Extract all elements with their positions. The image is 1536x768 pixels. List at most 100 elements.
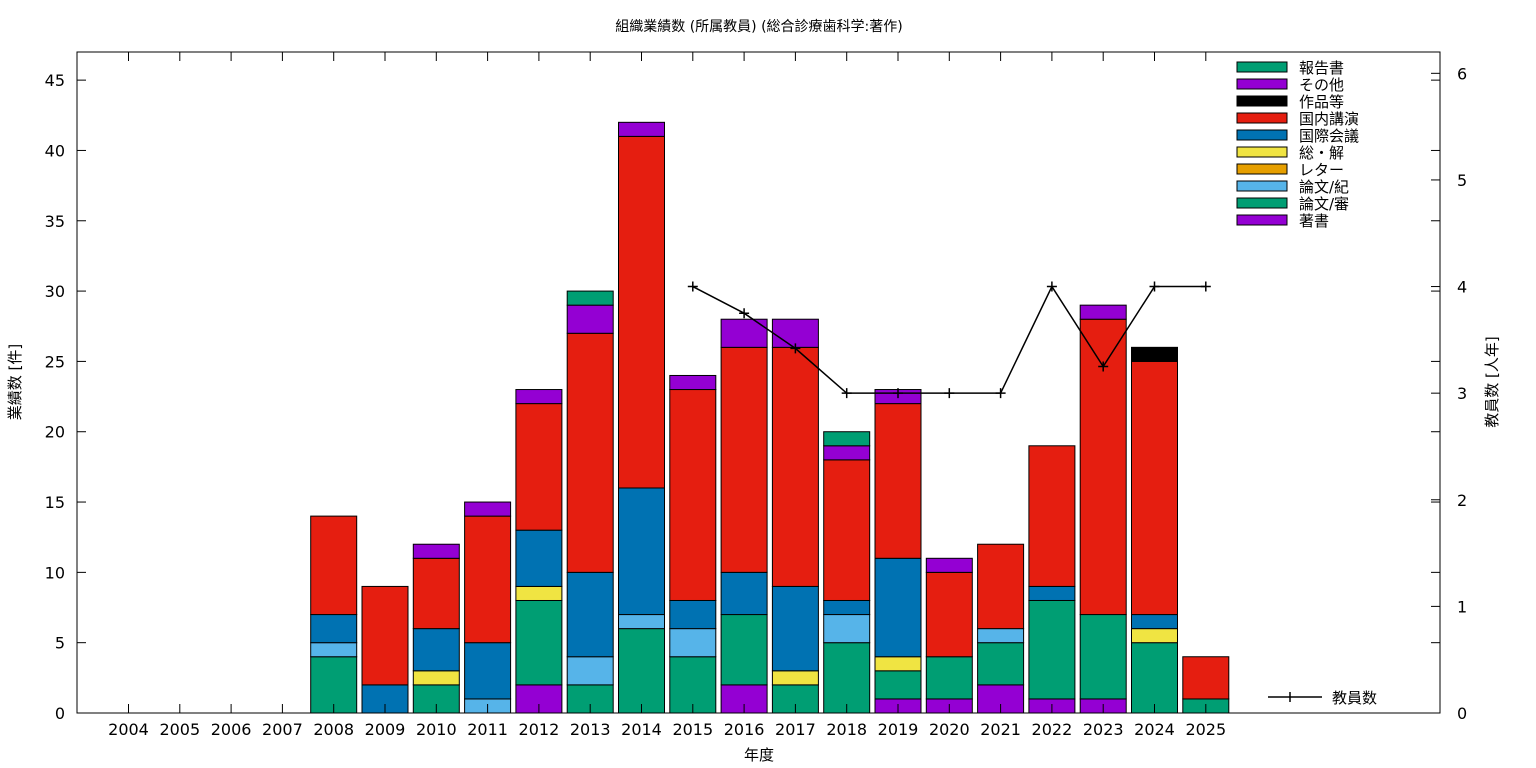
bar-segment bbox=[515, 529, 563, 587]
bar-segment bbox=[618, 628, 665, 714]
bar-segment bbox=[669, 389, 717, 601]
legend-label: 総・解 bbox=[1299, 144, 1344, 162]
bar-segment bbox=[515, 599, 563, 686]
bar-segment bbox=[823, 445, 871, 461]
x-tick-label: 2022 bbox=[1032, 720, 1073, 739]
y2-tick-label: 1 bbox=[1457, 597, 1467, 616]
bar-segment bbox=[1079, 614, 1127, 700]
y-tick-label: 45 bbox=[45, 71, 65, 90]
bar-segment bbox=[874, 670, 922, 700]
legend-label: 作品等 bbox=[1299, 93, 1344, 111]
x-tick-label: 2016 bbox=[724, 720, 765, 739]
y2-tick-label: 6 bbox=[1457, 64, 1467, 83]
y-tick-label: 5 bbox=[55, 634, 65, 653]
y2-tick-label: 3 bbox=[1457, 384, 1467, 403]
legend-swatch bbox=[1236, 61, 1288, 73]
y2-tick-label: 5 bbox=[1457, 171, 1467, 190]
bar-segment bbox=[977, 628, 1025, 644]
bar-segment bbox=[618, 614, 665, 630]
bar-segment bbox=[515, 585, 563, 601]
legend-label: レター bbox=[1299, 161, 1344, 179]
bar-segment bbox=[977, 543, 1025, 630]
bar-segment bbox=[823, 459, 871, 601]
bar-segment bbox=[1028, 585, 1076, 601]
x-tick-label: 2004 bbox=[108, 720, 149, 739]
legend-label: 論文/審 bbox=[1299, 195, 1349, 213]
bar-segment bbox=[720, 346, 768, 573]
bar-segment bbox=[310, 642, 358, 658]
bar-segment bbox=[412, 557, 460, 630]
bar-segment bbox=[1131, 360, 1178, 616]
bar-segment bbox=[310, 515, 358, 616]
bar-segment bbox=[1079, 304, 1127, 320]
bar-segment bbox=[874, 403, 922, 559]
bar-segment bbox=[464, 515, 512, 644]
bar-segment bbox=[977, 642, 1025, 686]
bar-segment bbox=[566, 290, 614, 306]
bar-segment bbox=[1131, 642, 1178, 714]
y-tick-label: 15 bbox=[45, 493, 65, 512]
x-tick-label: 2018 bbox=[826, 720, 867, 739]
legend-swatch bbox=[1236, 214, 1288, 226]
bar-segment bbox=[566, 332, 614, 573]
y-axis: 0 5 10 15 20 25 30 35 40 45 bbox=[45, 71, 1440, 723]
y-tick-label: 30 bbox=[45, 282, 65, 301]
teacher-count-point bbox=[1046, 281, 1057, 292]
legend-swatch bbox=[1236, 112, 1288, 124]
bar-segment bbox=[1182, 656, 1230, 700]
bar-segment bbox=[1028, 445, 1076, 587]
legend-line-label: 教員数 bbox=[1332, 689, 1377, 707]
bar-segment bbox=[618, 135, 665, 489]
bar-segment bbox=[361, 585, 409, 686]
x-tick-label: 2006 bbox=[211, 720, 252, 739]
teacher-count-point bbox=[790, 343, 801, 354]
x-tick-label: 2007 bbox=[262, 720, 303, 739]
legend-swatch bbox=[1236, 146, 1288, 158]
teacher-count-point bbox=[1149, 281, 1160, 292]
bar-segment bbox=[618, 121, 665, 137]
bar-segment bbox=[720, 571, 768, 616]
teacher-count-point bbox=[893, 388, 903, 399]
teacher-count-point bbox=[1098, 361, 1109, 372]
bar-segment bbox=[310, 656, 358, 714]
teacher-count-line bbox=[692, 285, 1206, 394]
x-axis-label: 年度 bbox=[744, 746, 774, 764]
x-tick-label: 2021 bbox=[980, 720, 1021, 739]
legend-label: 報告書 bbox=[1299, 59, 1344, 77]
legend-label: その他 bbox=[1299, 76, 1344, 94]
legend-swatch bbox=[1236, 180, 1288, 192]
y2-tick-label: 2 bbox=[1457, 491, 1467, 510]
legend-label: 国際会議 bbox=[1299, 127, 1359, 145]
teacher-count-point bbox=[1200, 281, 1211, 292]
x-tick-label: 2005 bbox=[159, 720, 200, 739]
legend-label: 著書 bbox=[1299, 212, 1329, 230]
y2-axis: 0 1 2 3 4 5 6 bbox=[1431, 64, 1467, 723]
y-tick-label: 40 bbox=[45, 141, 65, 160]
y-tick-label: 20 bbox=[45, 423, 65, 442]
bar-segment bbox=[464, 501, 512, 517]
x-tick-label: 2010 bbox=[416, 720, 457, 739]
x-tick-label: 2014 bbox=[621, 720, 662, 739]
y2-tick-label: 4 bbox=[1457, 278, 1467, 297]
bar-segment bbox=[464, 642, 512, 700]
x-tick-label: 2024 bbox=[1134, 720, 1175, 739]
bar-segment bbox=[515, 403, 563, 531]
bar-segment bbox=[566, 656, 614, 686]
y-axis-label: 業績数 [件] bbox=[6, 344, 24, 420]
x-tick-label: 2025 bbox=[1185, 720, 1226, 739]
bar-segment bbox=[823, 599, 871, 616]
y-tick-label: 35 bbox=[45, 212, 65, 231]
plot-frame bbox=[76, 51, 1441, 714]
y-tick-label: 25 bbox=[45, 352, 65, 371]
bar-segment bbox=[823, 614, 871, 644]
legend-swatch bbox=[1236, 78, 1288, 90]
bar-segment bbox=[925, 656, 973, 700]
y2-axis-label: 教員数 [人年] bbox=[1483, 336, 1501, 427]
bar-segment bbox=[771, 670, 819, 686]
bar-segment bbox=[823, 642, 871, 714]
bar-segment bbox=[771, 318, 819, 348]
line-layer bbox=[687, 281, 1211, 399]
bar-segment bbox=[771, 585, 819, 672]
x-tick-label: 2017 bbox=[775, 720, 816, 739]
teacher-count-point bbox=[739, 308, 750, 319]
